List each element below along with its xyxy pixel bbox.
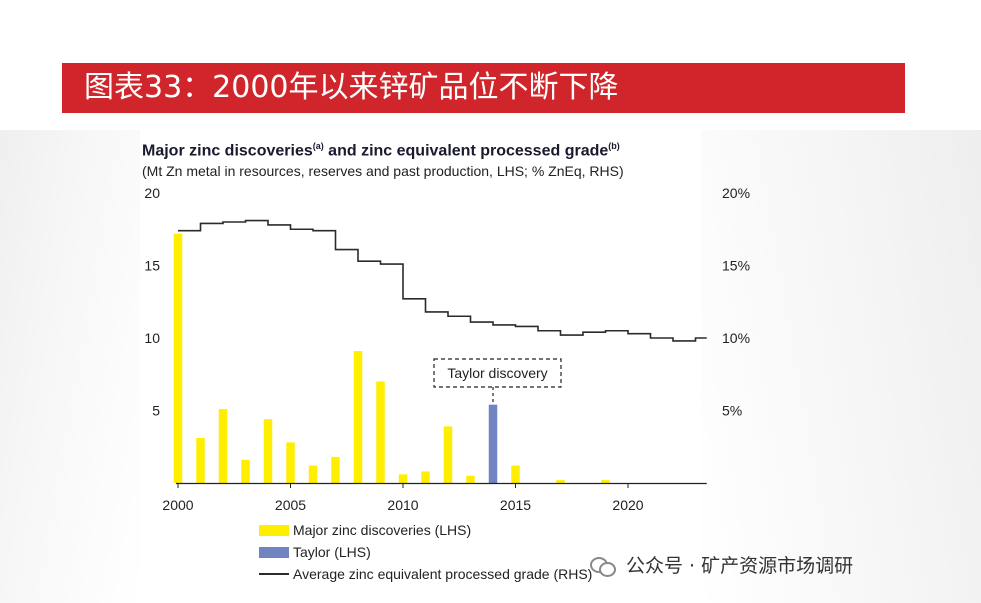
- discovery-bar-2004: [263, 419, 273, 483]
- discovery-bar-2009: [376, 381, 385, 483]
- legend-item-grade: Average zinc equivalent processed grade …: [259, 563, 592, 585]
- grade-line-layer: [178, 219, 707, 342]
- legend-label-grade: Average zinc equivalent processed grade …: [293, 566, 593, 582]
- header-banner: 图表33：2000年以来锌矿品位不断下降: [62, 63, 905, 113]
- grade-step-line: [178, 219, 707, 342]
- bar-layer: [173, 233, 610, 483]
- discovery-bar-2008: [353, 351, 363, 483]
- y-right-tick-label-5: 5%: [722, 403, 742, 419]
- x-tick-label-2015: 2015: [500, 497, 531, 513]
- chart-title-part-1: Major zinc discoveries: [142, 142, 313, 160]
- legend-label-taylor: Taylor (LHS): [293, 544, 371, 560]
- discovery-bar-2006: [308, 465, 318, 483]
- x-tick-label-2010: 2010: [387, 497, 418, 513]
- y-right-tick-label-10: 10%: [722, 330, 750, 346]
- page-title: 图表33：2000年以来锌矿品位不断下降: [84, 70, 619, 105]
- chart-subtitle: (Mt Zn metal in resources, reserves and …: [142, 163, 624, 179]
- axes-layer: 2000 2005 2010 2015 2020 5 10 15 20 5% 10% 15% 20%: [144, 185, 750, 513]
- background-gradient-left: [0, 130, 140, 603]
- discovery-bar-2019: [601, 480, 610, 483]
- chart-title-sup-b: (b): [608, 141, 620, 151]
- y-left-tick-label-15: 15: [144, 258, 160, 274]
- annotation-layer: Taylor discovery: [433, 358, 562, 403]
- discovery-bar-2001: [196, 438, 205, 483]
- chart-title-sup-a: (a): [312, 141, 324, 151]
- legend-swatch-taylor: [259, 546, 289, 558]
- discovery-bar-2013: [466, 475, 475, 483]
- annotation-label: Taylor discovery: [447, 365, 547, 381]
- discovery-bar-2011: [421, 471, 430, 483]
- discovery-bar-2012: [443, 426, 453, 483]
- discovery-bar-2002: [218, 409, 228, 483]
- chart-legend: Major zinc discoveries (LHS) Taylor (LHS…: [259, 519, 592, 585]
- legend-item-discoveries: Major zinc discoveries (LHS): [259, 519, 592, 541]
- discovery-bar-2003: [241, 459, 250, 483]
- watermark-text: 公众号 · 矿产资源市场调研: [626, 555, 854, 577]
- discovery-bar-2010: [398, 474, 408, 483]
- chart-title: Major zinc discoveries(a) and zinc equiv…: [142, 141, 620, 160]
- y-left-tick-label-5: 5: [152, 403, 160, 419]
- y-left-tick-label-10: 10: [144, 330, 160, 346]
- chart-title-part-2: and zinc equivalent processed grade: [323, 142, 609, 160]
- y-left-tick-label-20: 20: [144, 185, 160, 201]
- legend-item-taylor: Taylor (LHS): [259, 541, 592, 563]
- legend-swatch-grade: [259, 573, 289, 575]
- y-right-tick-label-15: 15%: [722, 258, 750, 274]
- y-right-tick-label-20: 20%: [722, 185, 750, 201]
- x-tick-label-2020: 2020: [612, 497, 643, 513]
- discovery-bar-2007: [331, 456, 340, 483]
- discovery-bar-2015: [511, 465, 520, 483]
- taylor-bar-2014: [488, 404, 498, 483]
- annotation-box: [433, 358, 562, 388]
- discovery-bar-2017: [556, 480, 565, 483]
- background-gradient-right: [701, 130, 981, 603]
- watermark: 公众号 · 矿产资源市场调研: [590, 551, 853, 578]
- wechat-icon: [590, 555, 616, 577]
- x-tick-label-2005: 2005: [275, 497, 306, 513]
- discovery-bar-2005: [286, 442, 295, 483]
- legend-swatch-discoveries: [259, 524, 289, 536]
- x-tick-label-2000: 2000: [162, 497, 193, 513]
- legend-label-discoveries: Major zinc discoveries (LHS): [293, 522, 472, 538]
- discovery-bar-2000: [173, 233, 183, 483]
